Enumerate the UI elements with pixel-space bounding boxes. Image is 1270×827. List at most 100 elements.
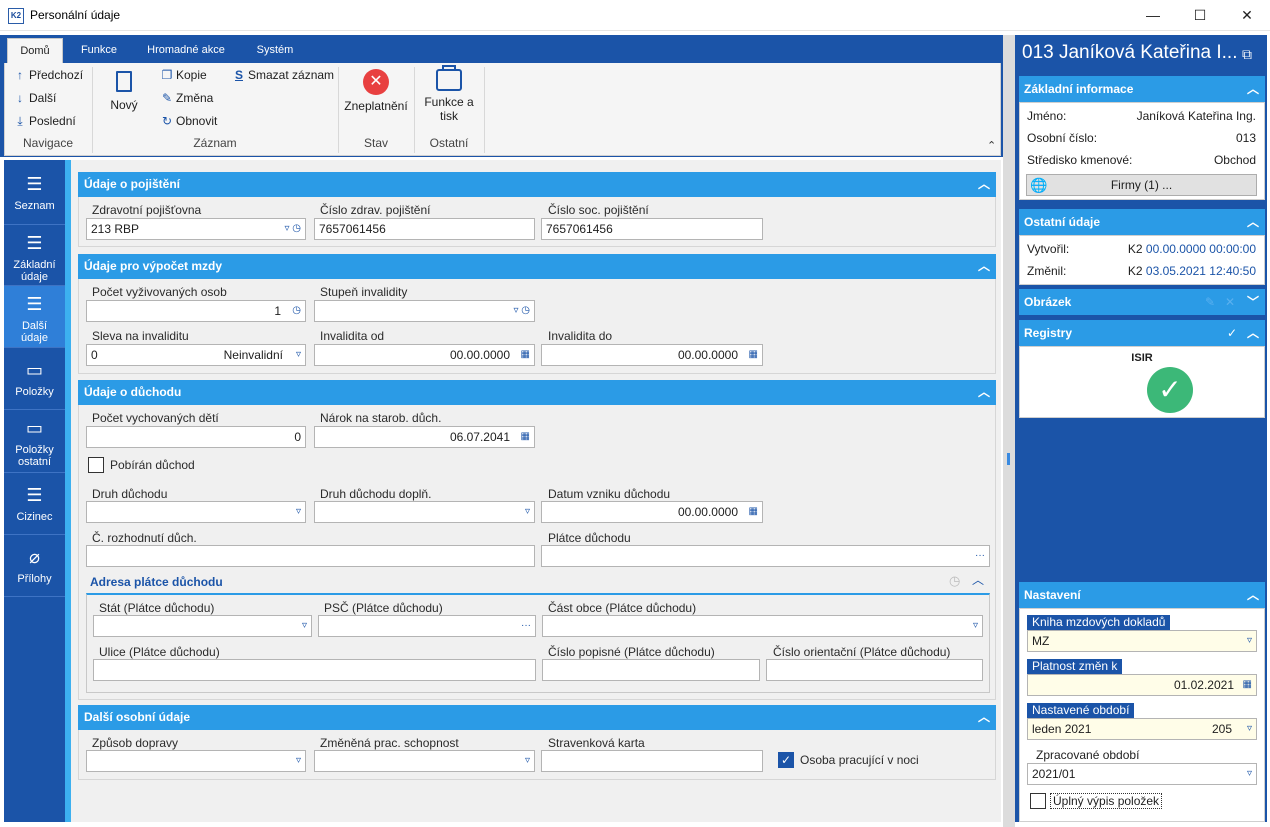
chevron-down-icon[interactable]: ▿ xyxy=(1246,723,1252,734)
edit-button[interactable]: ✎ Změna xyxy=(161,91,214,105)
pension-payer-field[interactable]: ··· xyxy=(541,545,990,567)
processed-period-select[interactable]: 2021/01 ▿ xyxy=(1027,763,1257,785)
section-header[interactable]: Údaje o pojištění ︿ xyxy=(78,172,996,197)
social-number-field[interactable]: 7657061456 xyxy=(541,218,763,240)
section-header[interactable]: Další osobní údaje ︿ xyxy=(78,705,996,730)
chevron-up-icon[interactable]: ︿ xyxy=(977,385,990,399)
payroll-book-select[interactable]: MZ ▿ xyxy=(1027,630,1257,652)
dropdown-history-icon[interactable]: ▿ ◷ xyxy=(513,305,530,316)
ellipsis-icon[interactable]: ··· xyxy=(975,550,985,561)
calendar-icon[interactable]: ▦ xyxy=(748,349,758,360)
pension-type-extra-select[interactable]: ▿ xyxy=(314,501,535,523)
chevron-up-icon[interactable]: ︿ xyxy=(972,573,985,587)
ribbon-collapse-icon[interactable]: ⌃ xyxy=(987,140,997,152)
chevron-up-icon[interactable]: ︿ xyxy=(1246,215,1259,229)
invalidate-button[interactable]: ✕ Zneplatnění xyxy=(341,69,411,113)
nav-item-items[interactable]: ▭ Položky xyxy=(4,348,65,410)
tab-home[interactable]: Domů xyxy=(7,38,63,63)
check-circle-icon[interactable]: ✓ xyxy=(1226,326,1237,340)
open-external-icon[interactable]: ⧉ xyxy=(1242,46,1252,62)
nav-item-attachments[interactable]: ⌀ Přílohy xyxy=(4,535,65,597)
nav-item-basic-data[interactable]: ☰ Základní údaje xyxy=(4,225,65,286)
panel-header-settings[interactable]: Nastavení ︿ xyxy=(1019,582,1265,608)
nav-item-foreigner[interactable]: ☰ Cizinec xyxy=(4,473,65,535)
chevron-down-icon[interactable]: ▿ xyxy=(524,755,530,766)
payer-cp-field[interactable] xyxy=(542,659,760,681)
chevron-down-icon[interactable]: ▿ xyxy=(1246,635,1252,646)
dependents-field[interactable]: 1 ◷ xyxy=(86,300,306,322)
nav-item-items-other[interactable]: ▭ Položky ostatní xyxy=(4,410,65,473)
chevron-down-icon[interactable]: ▿ xyxy=(301,620,307,631)
nav-item-list[interactable]: ☰ Seznam xyxy=(4,160,65,225)
calendar-icon[interactable]: ▦ xyxy=(520,431,530,442)
validity-field[interactable]: 01.02.2021 ▦ xyxy=(1027,674,1257,696)
meal-card-field[interactable] xyxy=(541,750,763,772)
payer-town-part-select[interactable]: ▿ xyxy=(542,615,983,637)
tab-system[interactable]: Systém xyxy=(256,44,294,56)
panel-header-registers[interactable]: Registry ✓ ︿ xyxy=(1019,320,1265,346)
chevron-down-icon[interactable]: ▿ xyxy=(524,506,530,517)
receiving-pension-checkbox[interactable] xyxy=(88,457,104,473)
close-button[interactable]: ✕ xyxy=(1241,7,1253,23)
payer-street-field[interactable] xyxy=(93,659,536,681)
last-button[interactable]: ⤓ Poslední xyxy=(13,114,75,129)
prev-button[interactable]: ↑ Předchozí xyxy=(13,68,83,82)
tab-functions[interactable]: Funkce xyxy=(80,44,118,56)
calendar-icon[interactable]: ▦ xyxy=(1242,679,1252,690)
calendar-icon[interactable]: ▦ xyxy=(520,349,530,360)
ellipsis-icon[interactable]: ··· xyxy=(521,620,531,631)
nav-item-other-data[interactable]: ☰ Další údaje xyxy=(4,286,65,348)
chevron-down-icon[interactable]: ▿ xyxy=(295,349,301,360)
tab-bulk-actions[interactable]: Hromadné akce xyxy=(147,44,225,56)
chevron-down-icon[interactable]: ﹀ xyxy=(1246,295,1259,309)
pension-origin-field[interactable]: 00.00.0000 ▦ xyxy=(541,501,763,523)
history-icon[interactable]: ◷ xyxy=(292,305,301,316)
minimize-button[interactable]: — xyxy=(1146,7,1160,23)
panel-header-basic[interactable]: Základní informace ︿ xyxy=(1019,76,1265,102)
section-header[interactable]: Údaje o důchodu ︿ xyxy=(78,380,996,405)
maximize-button[interactable]: ☐ xyxy=(1193,7,1207,23)
edit-icon[interactable]: ✎ xyxy=(1204,295,1215,309)
chevron-up-icon[interactable]: ︿ xyxy=(977,177,990,191)
chevron-up-icon[interactable]: ︿ xyxy=(1246,326,1259,340)
health-insurer-select[interactable]: 213 RBP ▿ ◷ xyxy=(86,218,306,240)
payer-psc-field[interactable]: ··· xyxy=(318,615,536,637)
full-listing-checkbox[interactable] xyxy=(1030,793,1046,809)
chevron-down-icon[interactable]: ▿ xyxy=(972,620,978,631)
panel-splitter[interactable] xyxy=(1003,35,1015,827)
dropdown-history-icon[interactable]: ▿ ◷ xyxy=(284,223,301,234)
chevron-up-icon[interactable]: ︿ xyxy=(1246,82,1259,96)
health-number-field[interactable]: 7657061456 xyxy=(314,218,535,240)
refresh-button[interactable]: ↻ Obnovit xyxy=(161,114,218,128)
night-worker-checkbox[interactable]: ✓ xyxy=(778,752,794,768)
chevron-up-icon[interactable]: ︿ xyxy=(1246,588,1259,602)
pension-type-select[interactable]: ▿ xyxy=(86,501,306,523)
panel-header-image[interactable]: Obrázek ✎ ✕ ﹀ xyxy=(1019,289,1265,315)
work-capacity-select[interactable]: ▿ xyxy=(314,750,535,772)
new-button[interactable]: Nový xyxy=(101,69,147,112)
set-period-select[interactable]: leden 2021 205 ▿ xyxy=(1027,718,1257,740)
chevron-up-icon[interactable]: ︿ xyxy=(977,259,990,273)
invalidity-from-field[interactable]: 00.00.0000 ▦ xyxy=(314,344,535,366)
decision-number-field[interactable] xyxy=(86,545,535,567)
chevron-up-icon[interactable]: ︿ xyxy=(977,710,990,724)
delete-record-button[interactable]: S Smazat záznam xyxy=(232,68,334,82)
invalidity-to-field[interactable]: 00.00.0000 ▦ xyxy=(541,344,763,366)
disability-select[interactable]: ▿ ◷ xyxy=(314,300,535,322)
chevron-down-icon[interactable]: ▿ xyxy=(295,755,301,766)
chevron-down-icon[interactable]: ▿ xyxy=(295,506,301,517)
payer-state-select[interactable]: ▿ xyxy=(93,615,312,637)
section-header[interactable]: Údaje pro výpočet mzdy ︿ xyxy=(78,254,996,279)
splitter-grip[interactable] xyxy=(1007,453,1010,465)
delete-icon[interactable]: ✕ xyxy=(1224,295,1235,309)
transport-select[interactable]: ▿ xyxy=(86,750,306,772)
payer-co-field[interactable] xyxy=(766,659,983,681)
function-print-button[interactable]: Funkce a tisk xyxy=(417,65,481,123)
pension-claim-field[interactable]: 06.07.2041 ▦ xyxy=(314,426,535,448)
calendar-icon[interactable]: ▦ xyxy=(748,506,758,517)
chevron-down-icon[interactable]: ▿ xyxy=(1246,768,1252,779)
panel-header-other[interactable]: Ostatní údaje ︿ xyxy=(1019,209,1265,235)
next-button[interactable]: ↓ Další xyxy=(13,91,56,105)
firms-button[interactable]: 🌐 Firmy (1) ... xyxy=(1026,174,1257,196)
children-field[interactable]: 0 xyxy=(86,426,306,448)
